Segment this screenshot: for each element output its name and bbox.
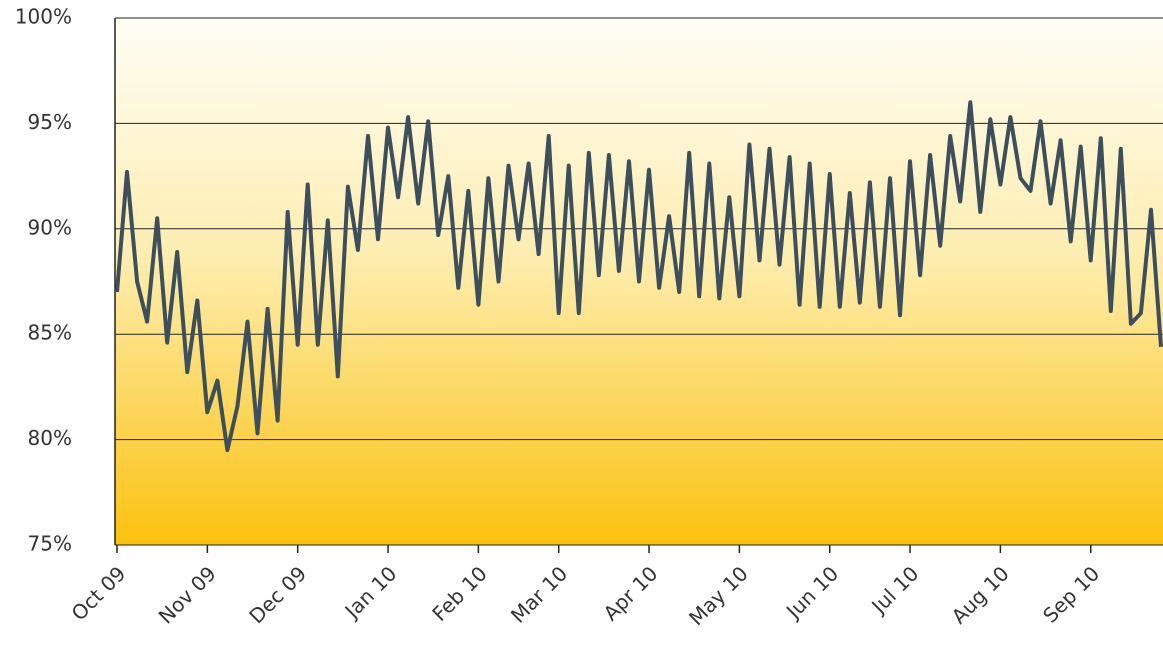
x-tick-label: Jun 10 <box>780 561 843 624</box>
x-tick-label: Aug 10 <box>947 561 1014 628</box>
x-tick-label: Sep 10 <box>1038 561 1104 627</box>
x-tick-label: Nov 09 <box>154 561 221 628</box>
y-tick-label: 90% <box>28 215 72 239</box>
y-tick-label: 75% <box>28 532 72 556</box>
data-line <box>115 100 1163 453</box>
x-tick-label: Dec 09 <box>244 561 311 628</box>
y-tick-label: 95% <box>28 110 72 134</box>
x-tick-label: Oct 09 <box>67 561 131 625</box>
y-tick-label: 100% <box>15 5 72 29</box>
y-tick-label: 80% <box>28 426 72 450</box>
x-tick-label: Feb 10 <box>427 561 492 626</box>
x-tick-label: Jul 10 <box>866 561 924 619</box>
x-tick-label: Jan 10 <box>339 561 402 624</box>
x-tick-label: Mar 10 <box>506 561 572 627</box>
x-tick-label: Apr 10 <box>599 561 663 625</box>
x-tick-label: May 10 <box>684 561 753 630</box>
y-tick-label: 85% <box>28 321 72 345</box>
